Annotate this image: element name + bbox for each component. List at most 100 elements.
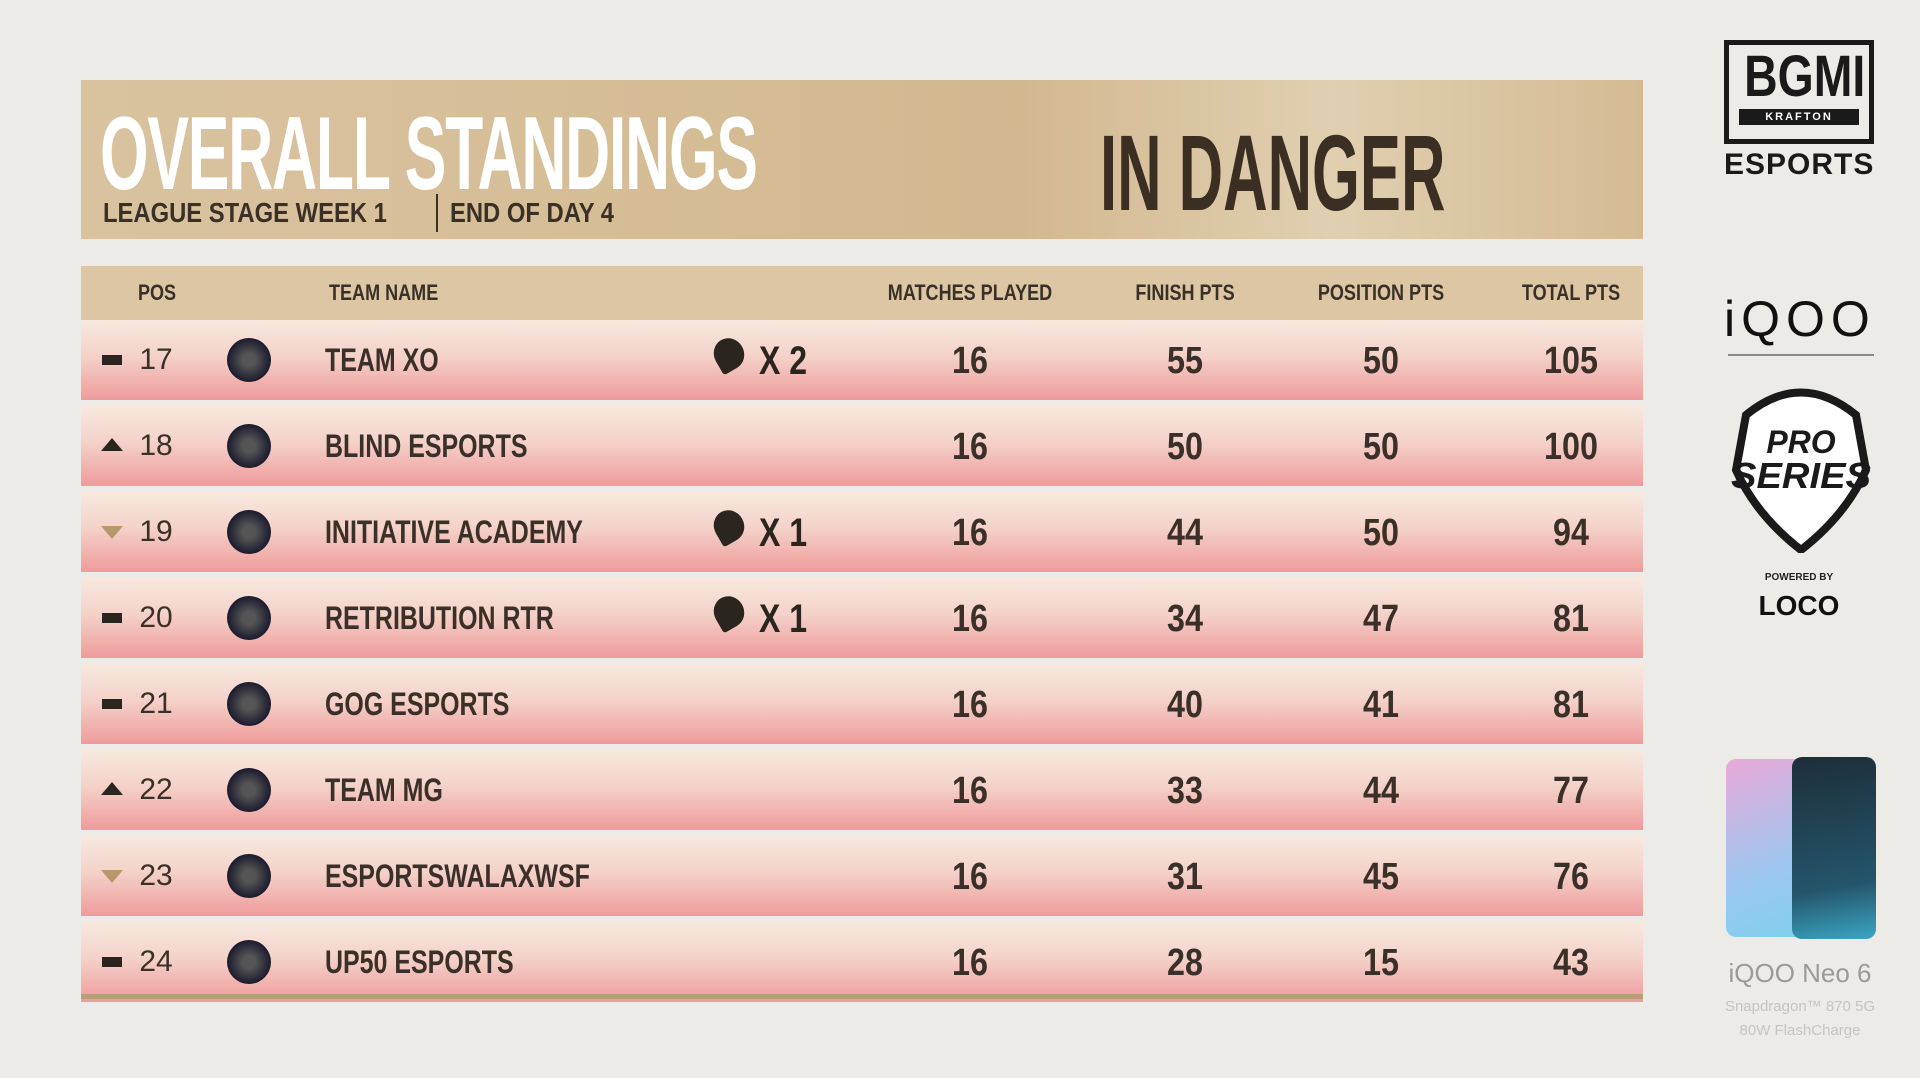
- esports: ESPORTS: [1724, 148, 1875, 181]
- position-cell: 50: [1363, 512, 1399, 554]
- team-name: TEAM MG: [325, 772, 443, 808]
- finish-cell: 44: [1167, 512, 1203, 554]
- team-logo: [227, 510, 271, 554]
- position-cell: 50: [1363, 426, 1399, 468]
- trend-icon: [101, 870, 123, 883]
- subtitle: END OF DAY 4: [450, 197, 615, 228]
- position-cell: 44: [1363, 770, 1399, 812]
- column-header: POSITION PTS: [1317, 280, 1445, 305]
- row: 24 UP50 ESPORTS 16 28 15 43: [81, 922, 1643, 1002]
- total-cell: 76: [1553, 856, 1589, 898]
- total-cell: 94: [1553, 512, 1589, 554]
- finish-cell: 55: [1167, 340, 1203, 382]
- chicken-icon: [708, 332, 750, 376]
- trend-icon: [102, 957, 122, 967]
- column-header-band: [81, 266, 1643, 320]
- matches-cell: 16: [952, 942, 988, 984]
- position: 19: [139, 515, 173, 548]
- divider: [1728, 354, 1874, 356]
- position-cell: 45: [1363, 856, 1399, 898]
- shield: [1731, 388, 1871, 553]
- subtitle-1: LEAGUE STAGE WEEK 1: [103, 197, 437, 229]
- team-logo: [227, 424, 271, 468]
- column-header: TEAM NAME: [329, 280, 439, 305]
- position: 21: [139, 687, 173, 720]
- matches-cell: 16: [952, 426, 988, 468]
- finish-cell: 31: [1167, 856, 1203, 898]
- row: 22 TEAM MG 16 33 44 77: [81, 750, 1643, 830]
- status-wrap: IN DANGER: [1100, 110, 1706, 235]
- position: 18: [139, 429, 173, 462]
- total-cell: 105: [1544, 340, 1598, 382]
- column-header: TOTAL PTS: [1521, 280, 1621, 305]
- title: OVERALL STANDINGS: [100, 96, 758, 212]
- table-bottom: [81, 994, 1643, 999]
- trend-icon: [101, 782, 123, 795]
- row: 21 GOG ESPORTS 16 40 41 81: [81, 664, 1643, 744]
- team-logo: [227, 596, 271, 640]
- powered-by: POWERED BY: [1764, 572, 1834, 583]
- finish-cell: 28: [1167, 942, 1203, 984]
- matches-cell: 16: [952, 598, 988, 640]
- trend-icon: [102, 699, 122, 709]
- separator: [436, 194, 438, 232]
- phone-spec: 80W FlashCharge: [1739, 1022, 1861, 1039]
- chicken-count: X 1: [759, 597, 808, 641]
- matches-cell: 16: [952, 770, 988, 812]
- team-logo: [227, 768, 271, 812]
- team-name: ESPORTSWALAXWSF: [325, 858, 590, 894]
- pro-series-logo: PRO SERIES: [1731, 388, 1871, 553]
- position-cell: 50: [1363, 340, 1399, 382]
- position: 24: [139, 945, 173, 978]
- team-name: GOG ESPORTS: [325, 686, 510, 722]
- total-cell: 100: [1544, 426, 1598, 468]
- phone-spec: Snapdragon™ 870 5G: [1724, 998, 1876, 1015]
- title-wrap: OVERALL STANDINGS: [100, 95, 1195, 212]
- total-cell: 81: [1553, 598, 1589, 640]
- phone-name: iQOO Neo 6: [1728, 958, 1872, 988]
- finish-cell: 40: [1167, 684, 1203, 726]
- trend-icon: [102, 355, 122, 365]
- finish-cell: 34: [1167, 598, 1203, 640]
- chicken-icon: [708, 590, 750, 634]
- status: IN DANGER: [1100, 112, 1446, 233]
- trend-icon: [102, 613, 122, 623]
- finish-cell: 33: [1167, 770, 1203, 812]
- phone: [1792, 757, 1876, 939]
- matches-cell: 16: [952, 512, 988, 554]
- matches-cell: 16: [952, 684, 988, 726]
- column-header: POS: [137, 280, 177, 305]
- krafton: KRAFTON: [1739, 109, 1859, 125]
- column-header: FINISH PTS: [1135, 280, 1235, 305]
- total-cell: 43: [1553, 942, 1589, 984]
- row: 18 BLIND ESPORTS 16 50 50 100: [81, 406, 1643, 486]
- row: 19 INITIATIVE ACADEMY X 1 16 44 50 94: [81, 492, 1643, 572]
- matches-cell: 16: [952, 856, 988, 898]
- trend-icon: [101, 526, 123, 539]
- bgmi-logo: BGMI KRAFTON: [1724, 40, 1874, 144]
- team-name: RETRIBUTION RTR: [325, 600, 554, 636]
- total-cell: 81: [1553, 684, 1589, 726]
- position-cell: 47: [1363, 598, 1399, 640]
- chicken-icon: [708, 504, 750, 548]
- column-header: MATCHES PLAYED: [887, 280, 1053, 305]
- series: SERIES: [1731, 455, 1871, 496]
- row: 23 ESPORTSWALAXWSF 16 31 45 76: [81, 836, 1643, 916]
- team-logo: [227, 338, 271, 382]
- position: 20: [139, 601, 173, 634]
- bgmi: BGMI: [1744, 44, 1866, 109]
- team-name: INITIATIVE ACADEMY: [325, 514, 583, 550]
- matches-cell: 16: [952, 340, 988, 382]
- position-cell: 41: [1363, 684, 1399, 726]
- team-logo: [227, 854, 271, 898]
- chicken-count: X 2: [759, 339, 808, 383]
- position: 17: [139, 343, 173, 376]
- finish-cell: 50: [1167, 426, 1203, 468]
- position: 23: [139, 859, 173, 892]
- sponsor: iQOO: [1724, 291, 1876, 347]
- pro: PRO: [1766, 424, 1835, 460]
- chicken-count: X 1: [759, 511, 808, 555]
- subtitle: LEAGUE STAGE WEEK 1: [103, 197, 387, 228]
- team-logo: [227, 940, 271, 984]
